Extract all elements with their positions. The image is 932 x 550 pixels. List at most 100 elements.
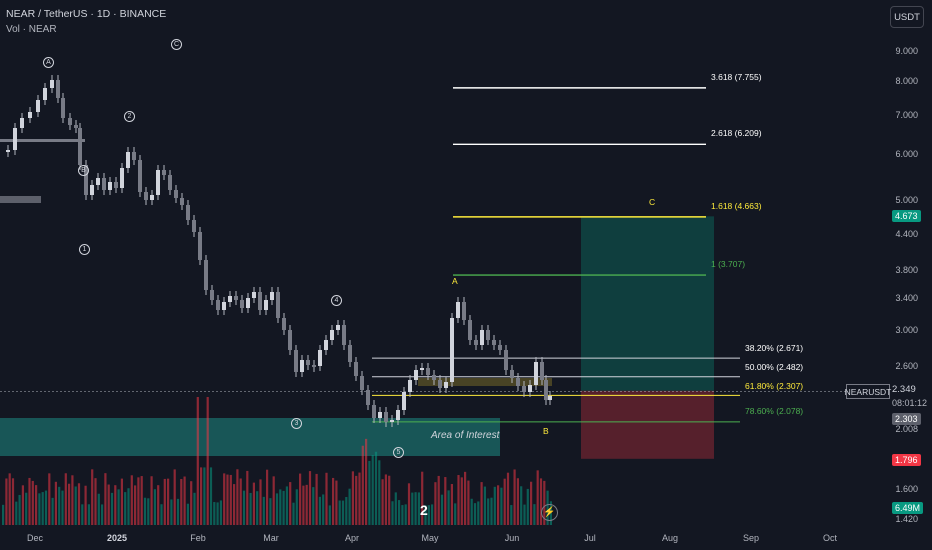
- candle-body: [294, 350, 298, 372]
- volume-bar: [371, 455, 374, 525]
- volume-bar: [101, 504, 104, 525]
- level-marker: [0, 196, 41, 203]
- volume-bar: [437, 475, 440, 525]
- volume-bar: [322, 494, 325, 525]
- candle-body: [276, 292, 280, 318]
- volume-bar: [170, 499, 173, 525]
- long-position-loss-zone: [581, 390, 714, 459]
- volume-bar: [233, 484, 236, 525]
- volume-bar: [176, 498, 180, 525]
- volume-bar: [470, 498, 473, 525]
- volume-bar: [497, 485, 500, 525]
- candle-body: [330, 330, 334, 340]
- volume-bar: [454, 503, 457, 525]
- volume-bar: [312, 487, 315, 525]
- candle-body: [504, 350, 508, 370]
- candle-body: [312, 365, 316, 367]
- volume-bar: [74, 486, 77, 525]
- volume-bar: [477, 501, 480, 525]
- volume-bar: [487, 498, 490, 525]
- candle-body: [540, 362, 544, 380]
- volume-bar: [81, 504, 84, 525]
- volume-bar: [8, 473, 11, 525]
- candle-body: [6, 150, 10, 152]
- y-tick: 7.000: [895, 110, 918, 120]
- volume-bar: [97, 493, 100, 525]
- stop-price-tag: 1.796: [892, 454, 921, 466]
- level-price-tag: 2.303: [892, 413, 921, 425]
- volume-bar: [335, 480, 338, 525]
- candle-body: [354, 362, 358, 376]
- volume-bar: [500, 487, 503, 525]
- candle-body: [450, 318, 454, 382]
- fib-label-1: 1 (3.707): [711, 259, 746, 269]
- volume-bar: [302, 485, 305, 525]
- volume-bar: [526, 488, 529, 525]
- volume-bar: [157, 485, 160, 525]
- volume-bar: [473, 503, 477, 525]
- candle-body: [288, 330, 292, 350]
- wave-label-5-circled: 5: [393, 447, 404, 458]
- volume-bar: [483, 486, 486, 525]
- golden-pocket-zone: [418, 378, 552, 386]
- wave-label-c-circled: C: [171, 39, 182, 50]
- currency-button[interactable]: USDT: [890, 6, 924, 28]
- volume-bar: [246, 470, 249, 525]
- volume-bar: [457, 475, 460, 525]
- volume-bar: [58, 486, 61, 525]
- candle-body: [28, 112, 32, 118]
- volume-bar: [295, 489, 298, 525]
- candle-body: [324, 340, 328, 350]
- volume-bar: [28, 477, 31, 525]
- volume-bar: [447, 490, 450, 525]
- volume-bar: [64, 473, 67, 525]
- y-tick: 4.400: [895, 229, 918, 239]
- candle-body: [366, 390, 370, 405]
- volume-bar: [391, 501, 394, 525]
- volume-bar: [325, 472, 328, 525]
- fib-label-2618: 2.618 (6.209): [711, 128, 762, 138]
- volume-bar: [440, 494, 444, 525]
- volume-bar: [530, 481, 533, 525]
- candle-body: [390, 420, 394, 422]
- volume-bar: [493, 486, 496, 525]
- bar-countdown: 08:01:12: [892, 398, 928, 408]
- volume-bar: [31, 480, 34, 525]
- candle-body: [486, 330, 490, 340]
- candle-body: [78, 128, 82, 165]
- candle-body: [108, 182, 112, 190]
- candle-body: [456, 302, 460, 318]
- abc-label-c: C: [649, 197, 656, 207]
- volume-bar: [206, 397, 209, 525]
- volume-bar: [71, 475, 74, 525]
- candle-body: [61, 98, 65, 118]
- candle-body: [90, 185, 94, 195]
- y-tick: 3.000: [895, 325, 918, 335]
- volume-bar: [44, 490, 48, 525]
- volume-bar: [11, 478, 15, 525]
- lightning-icon[interactable]: ⚡: [541, 504, 558, 521]
- candle-body: [228, 296, 232, 302]
- candle-body: [264, 300, 268, 310]
- volume-bar: [285, 486, 288, 525]
- volume-bar: [315, 473, 318, 525]
- symbol-title[interactable]: NEAR / TetherUS · 1D · BINANCE: [6, 8, 167, 20]
- wave-label-4-circled: 4: [331, 295, 342, 306]
- y-tick: 1.420: [895, 514, 918, 524]
- y-tick: 1.600: [895, 484, 918, 494]
- tradingview-logo[interactable]: 2: [420, 502, 428, 518]
- volume-bar: [266, 469, 269, 525]
- volume-bar: [279, 489, 282, 525]
- symbol-price-label[interactable]: NEARUSDT: [845, 384, 891, 399]
- y-tick: 2.600: [895, 361, 918, 371]
- candle-body: [192, 220, 196, 232]
- candle-body: [300, 360, 304, 372]
- volume-indicator-label[interactable]: Vol · NEAR: [6, 24, 57, 35]
- candle-body: [102, 178, 106, 190]
- fib-label-3618: 3.618 (7.755): [711, 72, 762, 82]
- volume-bar: [48, 473, 51, 525]
- volume-bar: [104, 473, 107, 525]
- candle-body: [84, 165, 88, 195]
- volume-bar: [249, 492, 252, 525]
